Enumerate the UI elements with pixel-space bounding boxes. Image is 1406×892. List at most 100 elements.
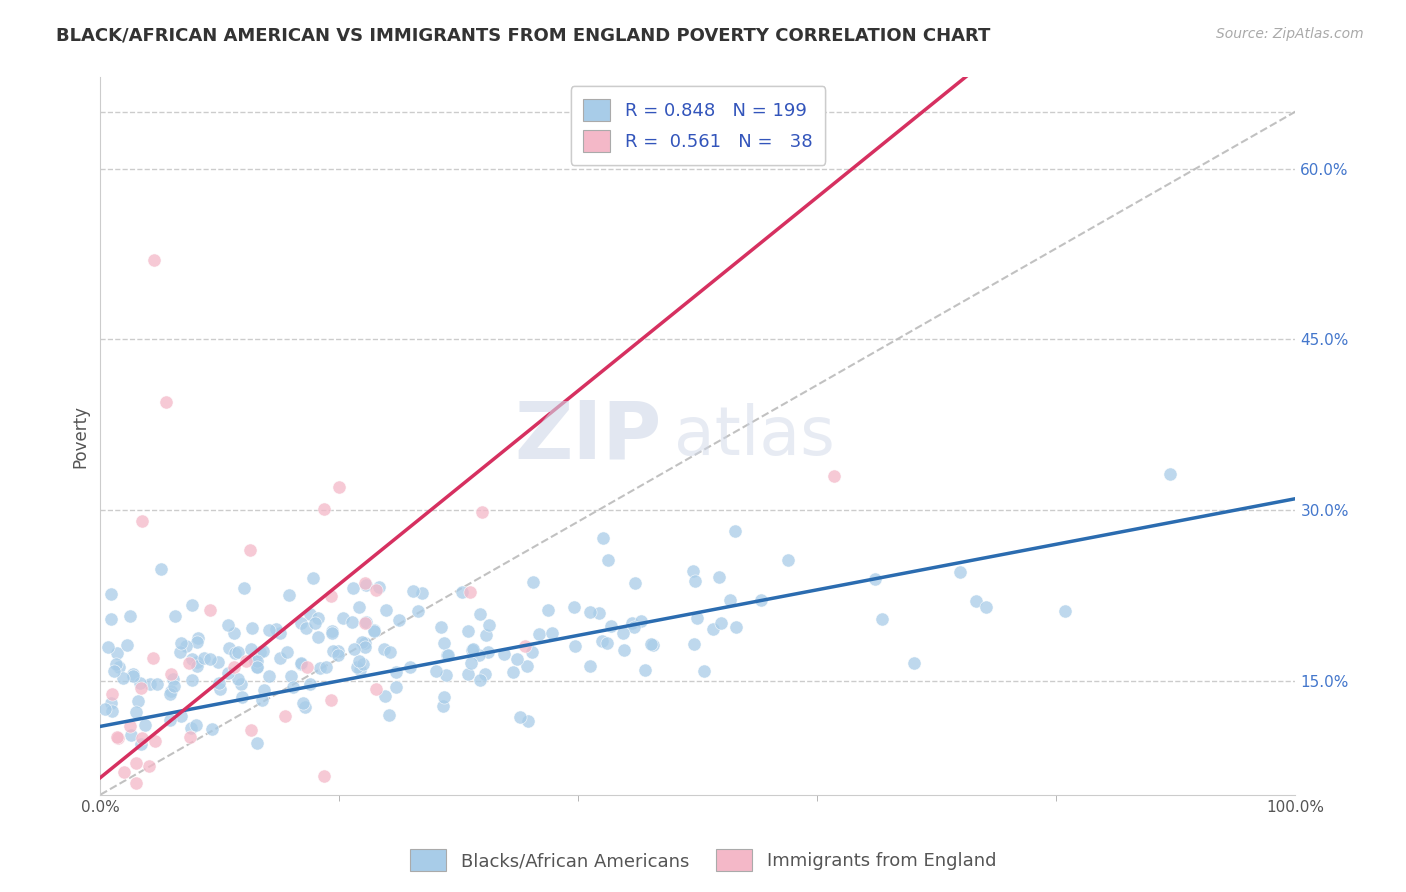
Point bbox=[352, 635, 374, 649]
Point bbox=[974, 600, 997, 615]
Point bbox=[641, 638, 664, 652]
Point bbox=[579, 605, 602, 619]
Point bbox=[312, 768, 335, 782]
Point bbox=[683, 574, 706, 589]
Point bbox=[103, 664, 125, 678]
Point bbox=[328, 480, 350, 494]
Point bbox=[146, 677, 169, 691]
Point bbox=[516, 658, 538, 673]
Point bbox=[364, 582, 387, 597]
Point bbox=[461, 642, 484, 657]
Point bbox=[903, 656, 925, 670]
Point bbox=[217, 618, 239, 632]
Point bbox=[201, 722, 224, 736]
Point bbox=[100, 696, 122, 710]
Point bbox=[564, 639, 586, 653]
Point bbox=[240, 621, 263, 635]
Point bbox=[138, 677, 160, 691]
Point bbox=[367, 580, 389, 594]
Point bbox=[301, 570, 323, 584]
Point bbox=[105, 730, 128, 744]
Point bbox=[186, 631, 208, 645]
Point bbox=[128, 675, 150, 690]
Point bbox=[527, 627, 550, 641]
Point bbox=[304, 615, 326, 630]
Point bbox=[246, 654, 269, 668]
Point bbox=[243, 654, 266, 668]
Point bbox=[162, 672, 184, 686]
Point bbox=[252, 682, 274, 697]
Point bbox=[239, 642, 262, 657]
Point bbox=[131, 731, 153, 745]
Point bbox=[363, 624, 385, 639]
Point bbox=[517, 714, 540, 728]
Point bbox=[165, 608, 187, 623]
Point bbox=[180, 721, 202, 735]
Point bbox=[198, 652, 221, 666]
Point bbox=[169, 645, 191, 659]
Point bbox=[592, 532, 614, 546]
Point bbox=[200, 603, 222, 617]
Text: atlas: atlas bbox=[673, 403, 835, 469]
Point bbox=[209, 682, 232, 697]
Point bbox=[218, 640, 240, 655]
Point bbox=[120, 719, 142, 733]
Point bbox=[233, 581, 256, 595]
Point bbox=[249, 645, 271, 659]
Point bbox=[100, 612, 122, 626]
Point bbox=[470, 607, 492, 622]
Point bbox=[229, 677, 252, 691]
Point bbox=[314, 501, 336, 516]
Point bbox=[143, 252, 166, 267]
Text: ZIP: ZIP bbox=[515, 397, 662, 475]
Point bbox=[1159, 467, 1181, 481]
Point bbox=[321, 626, 343, 640]
Legend: R = 0.848   N = 199, R =  0.561   N =   38: R = 0.848 N = 199, R = 0.561 N = 38 bbox=[571, 87, 825, 165]
Point bbox=[181, 598, 204, 612]
Point bbox=[778, 553, 800, 567]
Point bbox=[257, 669, 280, 683]
Point bbox=[1053, 604, 1076, 618]
Point bbox=[624, 575, 647, 590]
Point bbox=[276, 645, 298, 659]
Point bbox=[540, 626, 562, 640]
Point bbox=[246, 660, 269, 674]
Point bbox=[169, 709, 191, 723]
Point bbox=[120, 728, 142, 742]
Point bbox=[186, 635, 208, 649]
Point bbox=[436, 648, 458, 662]
Point bbox=[112, 671, 135, 685]
Point bbox=[328, 644, 350, 658]
Point bbox=[588, 606, 610, 620]
Point bbox=[364, 682, 387, 697]
Point bbox=[332, 610, 354, 624]
Point bbox=[174, 639, 197, 653]
Point bbox=[131, 681, 153, 695]
Point bbox=[683, 637, 706, 651]
Point bbox=[138, 759, 160, 773]
Point bbox=[97, 640, 120, 655]
Point bbox=[693, 664, 716, 678]
Point bbox=[340, 615, 363, 629]
Point bbox=[377, 707, 399, 722]
Point bbox=[94, 701, 117, 715]
Point bbox=[125, 706, 148, 720]
Point bbox=[596, 636, 619, 650]
Point bbox=[579, 659, 602, 673]
Point bbox=[342, 581, 364, 595]
Point bbox=[252, 644, 274, 658]
Point bbox=[107, 731, 129, 745]
Point bbox=[179, 656, 201, 670]
Point bbox=[468, 648, 491, 662]
Point bbox=[823, 469, 845, 483]
Point bbox=[186, 659, 208, 673]
Point bbox=[142, 650, 165, 665]
Point bbox=[724, 620, 747, 634]
Point bbox=[460, 656, 482, 670]
Point bbox=[537, 603, 560, 617]
Point bbox=[354, 577, 377, 591]
Point bbox=[208, 676, 231, 690]
Point bbox=[562, 600, 585, 615]
Point bbox=[502, 665, 524, 680]
Point bbox=[436, 648, 458, 662]
